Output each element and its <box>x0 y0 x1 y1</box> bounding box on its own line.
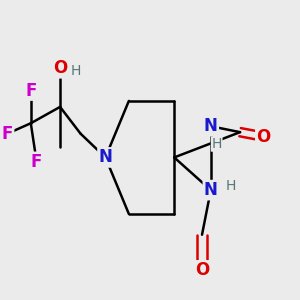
Text: N: N <box>204 181 218 199</box>
Text: H: H <box>212 137 222 151</box>
Text: O: O <box>195 261 209 279</box>
Text: H: H <box>226 179 236 193</box>
Text: F: F <box>2 125 13 143</box>
Text: O: O <box>256 128 271 146</box>
Text: H: H <box>71 64 81 78</box>
Text: N: N <box>204 117 218 135</box>
Text: F: F <box>31 153 42 171</box>
Text: O: O <box>53 59 67 77</box>
Text: F: F <box>25 82 37 100</box>
Text: N: N <box>98 148 112 166</box>
